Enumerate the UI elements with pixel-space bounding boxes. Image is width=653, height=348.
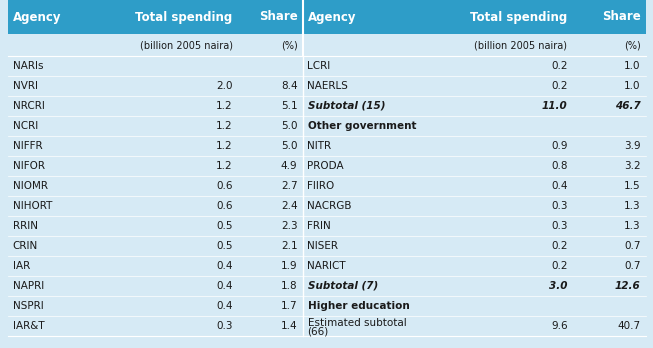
Text: 9.6: 9.6	[551, 321, 567, 331]
Text: Total spending: Total spending	[470, 10, 567, 24]
Text: NVRI: NVRI	[12, 81, 37, 91]
Text: 1.2: 1.2	[216, 121, 232, 131]
Text: NISER: NISER	[308, 241, 338, 251]
Text: 0.6: 0.6	[216, 181, 232, 191]
Text: (billion 2005 naira): (billion 2005 naira)	[475, 40, 567, 50]
Text: 0.6: 0.6	[216, 201, 232, 211]
Text: 1.8: 1.8	[281, 281, 298, 291]
Text: 0.7: 0.7	[624, 241, 641, 251]
Text: 40.7: 40.7	[617, 321, 641, 331]
Text: 2.0: 2.0	[216, 81, 232, 91]
Text: 1.3: 1.3	[624, 201, 641, 211]
Text: NIOMR: NIOMR	[12, 181, 48, 191]
Text: NARICT: NARICT	[308, 261, 346, 271]
Text: 1.2: 1.2	[216, 101, 232, 111]
Text: PRODA: PRODA	[308, 161, 344, 171]
Text: NIFOR: NIFOR	[12, 161, 44, 171]
Text: Other government: Other government	[308, 121, 416, 131]
Text: FRIN: FRIN	[308, 221, 331, 231]
Text: 2.3: 2.3	[281, 221, 298, 231]
Text: NACRGB: NACRGB	[308, 201, 352, 211]
Text: 0.7: 0.7	[624, 261, 641, 271]
Text: 0.4: 0.4	[216, 281, 232, 291]
Text: IAR: IAR	[12, 261, 30, 271]
Text: NITR: NITR	[308, 141, 332, 151]
Text: 0.5: 0.5	[216, 241, 232, 251]
Text: Agency: Agency	[12, 10, 61, 24]
Text: 0.3: 0.3	[551, 201, 567, 211]
Text: 0.2: 0.2	[551, 261, 567, 271]
Text: 0.3: 0.3	[551, 221, 567, 231]
Text: Agency: Agency	[308, 10, 356, 24]
Text: 1.2: 1.2	[216, 161, 232, 171]
Text: 1.0: 1.0	[624, 61, 641, 71]
Text: Subtotal (15): Subtotal (15)	[308, 101, 385, 111]
Text: (%): (%)	[281, 40, 298, 50]
Text: 1.2: 1.2	[216, 141, 232, 151]
Text: 0.4: 0.4	[216, 261, 232, 271]
Text: 1.3: 1.3	[624, 221, 641, 231]
Text: 4.9: 4.9	[281, 161, 298, 171]
Text: 2.7: 2.7	[281, 181, 298, 191]
Text: 12.6: 12.6	[614, 281, 641, 291]
Text: 0.3: 0.3	[216, 321, 232, 331]
Text: 1.9: 1.9	[281, 261, 298, 271]
Text: NRCRI: NRCRI	[12, 101, 44, 111]
Text: Subtotal (7): Subtotal (7)	[308, 281, 377, 291]
Text: NIHORT: NIHORT	[12, 201, 52, 211]
Text: 0.2: 0.2	[551, 81, 567, 91]
Text: 5.0: 5.0	[281, 121, 298, 131]
Text: NAERLS: NAERLS	[308, 81, 348, 91]
Text: 0.8: 0.8	[551, 161, 567, 171]
Text: FIIRO: FIIRO	[308, 181, 335, 191]
Text: 0.2: 0.2	[551, 241, 567, 251]
Text: NAPRI: NAPRI	[12, 281, 44, 291]
Text: NSPRI: NSPRI	[12, 301, 43, 311]
Text: 0.4: 0.4	[216, 301, 232, 311]
Text: 1.4: 1.4	[281, 321, 298, 331]
Text: CRIN: CRIN	[12, 241, 38, 251]
Text: RRIN: RRIN	[12, 221, 37, 231]
Text: NARIs: NARIs	[12, 61, 43, 71]
Text: (%): (%)	[624, 40, 641, 50]
Text: 1.0: 1.0	[624, 81, 641, 91]
Text: 3.2: 3.2	[624, 161, 641, 171]
Text: 5.1: 5.1	[281, 101, 298, 111]
Text: LCRI: LCRI	[308, 61, 331, 71]
Text: 0.5: 0.5	[216, 221, 232, 231]
Text: 8.4: 8.4	[281, 81, 298, 91]
Text: 0.4: 0.4	[551, 181, 567, 191]
Text: 3.0: 3.0	[549, 281, 567, 291]
Text: Higher education: Higher education	[308, 301, 409, 311]
Text: IAR&T: IAR&T	[12, 321, 44, 331]
Text: Estimated subtotal: Estimated subtotal	[308, 318, 406, 328]
Text: NCRI: NCRI	[12, 121, 38, 131]
Text: 3.9: 3.9	[624, 141, 641, 151]
Text: (billion 2005 naira): (billion 2005 naira)	[140, 40, 232, 50]
Text: (66): (66)	[308, 327, 328, 337]
Text: 46.7: 46.7	[614, 101, 641, 111]
Text: Share: Share	[602, 10, 641, 24]
Text: 1.7: 1.7	[281, 301, 298, 311]
Text: 11.0: 11.0	[542, 101, 567, 111]
Text: 2.4: 2.4	[281, 201, 298, 211]
Bar	[7, 0, 646, 34]
Text: 2.1: 2.1	[281, 241, 298, 251]
Text: NIFFR: NIFFR	[12, 141, 42, 151]
Text: 0.2: 0.2	[551, 61, 567, 71]
Text: 0.9: 0.9	[551, 141, 567, 151]
Text: Total spending: Total spending	[135, 10, 232, 24]
Text: Share: Share	[259, 10, 298, 24]
Text: 5.0: 5.0	[281, 141, 298, 151]
Text: 1.5: 1.5	[624, 181, 641, 191]
